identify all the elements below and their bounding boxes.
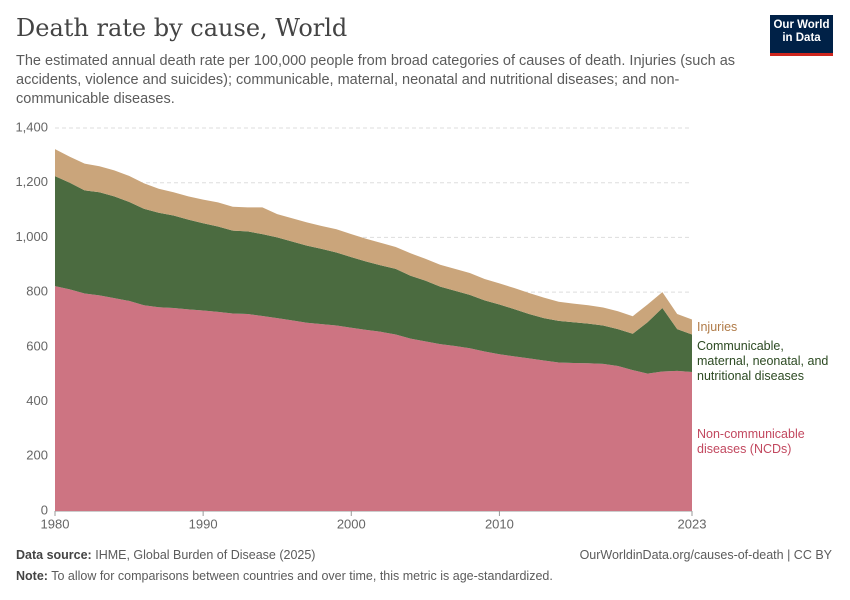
source-label: Data source: xyxy=(16,548,92,562)
x-tick-label: 1980 xyxy=(41,516,70,531)
source-url[interactable]: OurWorldinData.org/causes-of-death | CC … xyxy=(579,548,832,562)
legend-label: Non-communicable diseases (NCDs) xyxy=(697,426,805,456)
note-text: To allow for comparisons between countri… xyxy=(51,569,553,583)
y-tick-label: 800 xyxy=(26,284,48,299)
chart-title: Death rate by cause, World xyxy=(16,14,348,42)
chart-subtitle: The estimated annual death rate per 100,… xyxy=(16,53,736,107)
area xyxy=(55,176,692,374)
x-tick-label: 1990 xyxy=(189,516,218,531)
area xyxy=(55,149,692,335)
x-tick-label: 2010 xyxy=(485,516,514,531)
source-text: IHME, Global Burden of Disease (2025) xyxy=(95,548,316,562)
logo[interactable]: Our World in Data xyxy=(770,15,833,56)
source: Data source: IHME, Global Burden of Dise… xyxy=(16,548,315,562)
note: Note: To allow for comparisons between c… xyxy=(16,569,553,583)
y-tick-label: 1,400 xyxy=(15,119,48,134)
area xyxy=(55,286,692,511)
legend-label: Injuries xyxy=(697,319,738,334)
y-tick-label: 600 xyxy=(26,338,48,353)
y-tick-label: 1,000 xyxy=(15,229,48,244)
y-tick-label: 400 xyxy=(26,393,48,408)
y-tick-label: 0 xyxy=(41,502,48,517)
y-tick-label: 1,200 xyxy=(15,174,48,189)
x-tick-label: 2000 xyxy=(337,516,366,531)
y-tick-label: 200 xyxy=(26,448,48,463)
legend-label: Communicable, maternal, neonatal, and nu… xyxy=(697,338,829,383)
x-tick-label: 2023 xyxy=(678,516,707,531)
note-label: Note: xyxy=(16,569,48,583)
